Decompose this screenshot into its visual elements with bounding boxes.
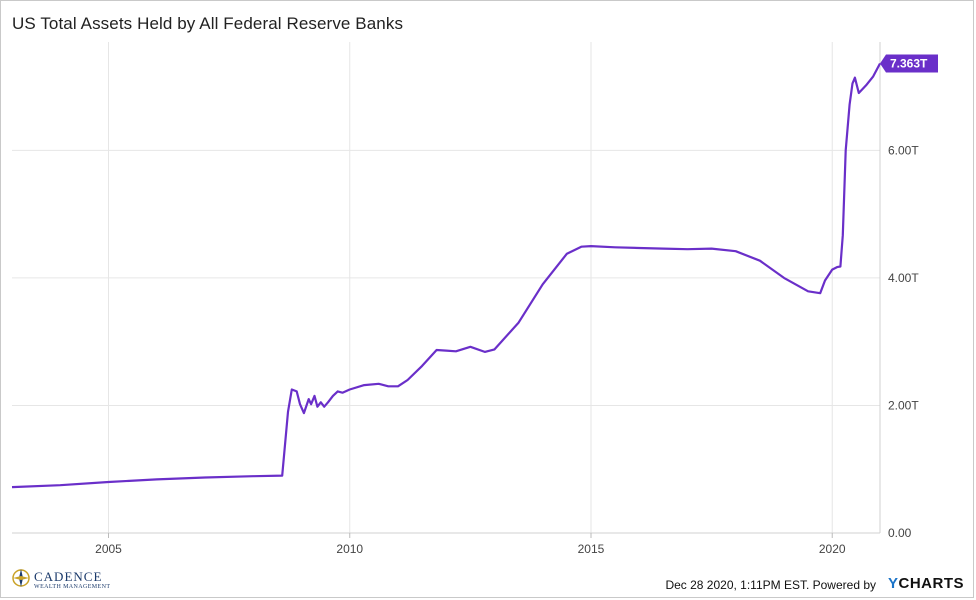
grid-layer — [12, 42, 880, 533]
x-axis-ticks: 2005 2010 2015 2020 — [95, 533, 846, 556]
y-tick-label: 2.00T — [888, 398, 919, 412]
y-tick-label: 4.00T — [888, 271, 919, 285]
cadence-logo-tagline: WEALTH MANAGEMENT — [34, 584, 111, 590]
ycharts-logo: YCHARTS — [888, 575, 964, 592]
y-tick-label: 6.00T — [888, 143, 919, 157]
x-tick-label: 2005 — [95, 542, 122, 556]
footer-timestamp: Dec 28 2020, 1:11PM EST. Powered by — [665, 578, 876, 592]
ycharts-logo-y: Y — [887, 575, 899, 592]
compass-icon — [12, 569, 30, 587]
cadence-logo: CADENCE WEALTH MANAGEMENT — [12, 566, 110, 595]
chart-title: US Total Assets Held by All Federal Rese… — [12, 14, 404, 33]
x-tick-label: 2020 — [819, 542, 846, 556]
last-value-badge: 7.363T — [880, 54, 938, 73]
series-line-total-assets — [11, 62, 881, 489]
last-value-label: 7.363T — [890, 56, 928, 70]
ycharts-logo-text: CHARTS — [898, 575, 964, 592]
x-tick-label: 2015 — [578, 542, 605, 556]
cadence-logo-name: CADENCE — [34, 569, 103, 584]
y-tick-label: 0.00 — [888, 526, 912, 540]
x-tick-label: 2010 — [336, 542, 363, 556]
last-value-badge-shape — [880, 54, 938, 73]
y-axis-ticks: 0.00 2.00T 4.00T 6.00T — [888, 143, 919, 540]
